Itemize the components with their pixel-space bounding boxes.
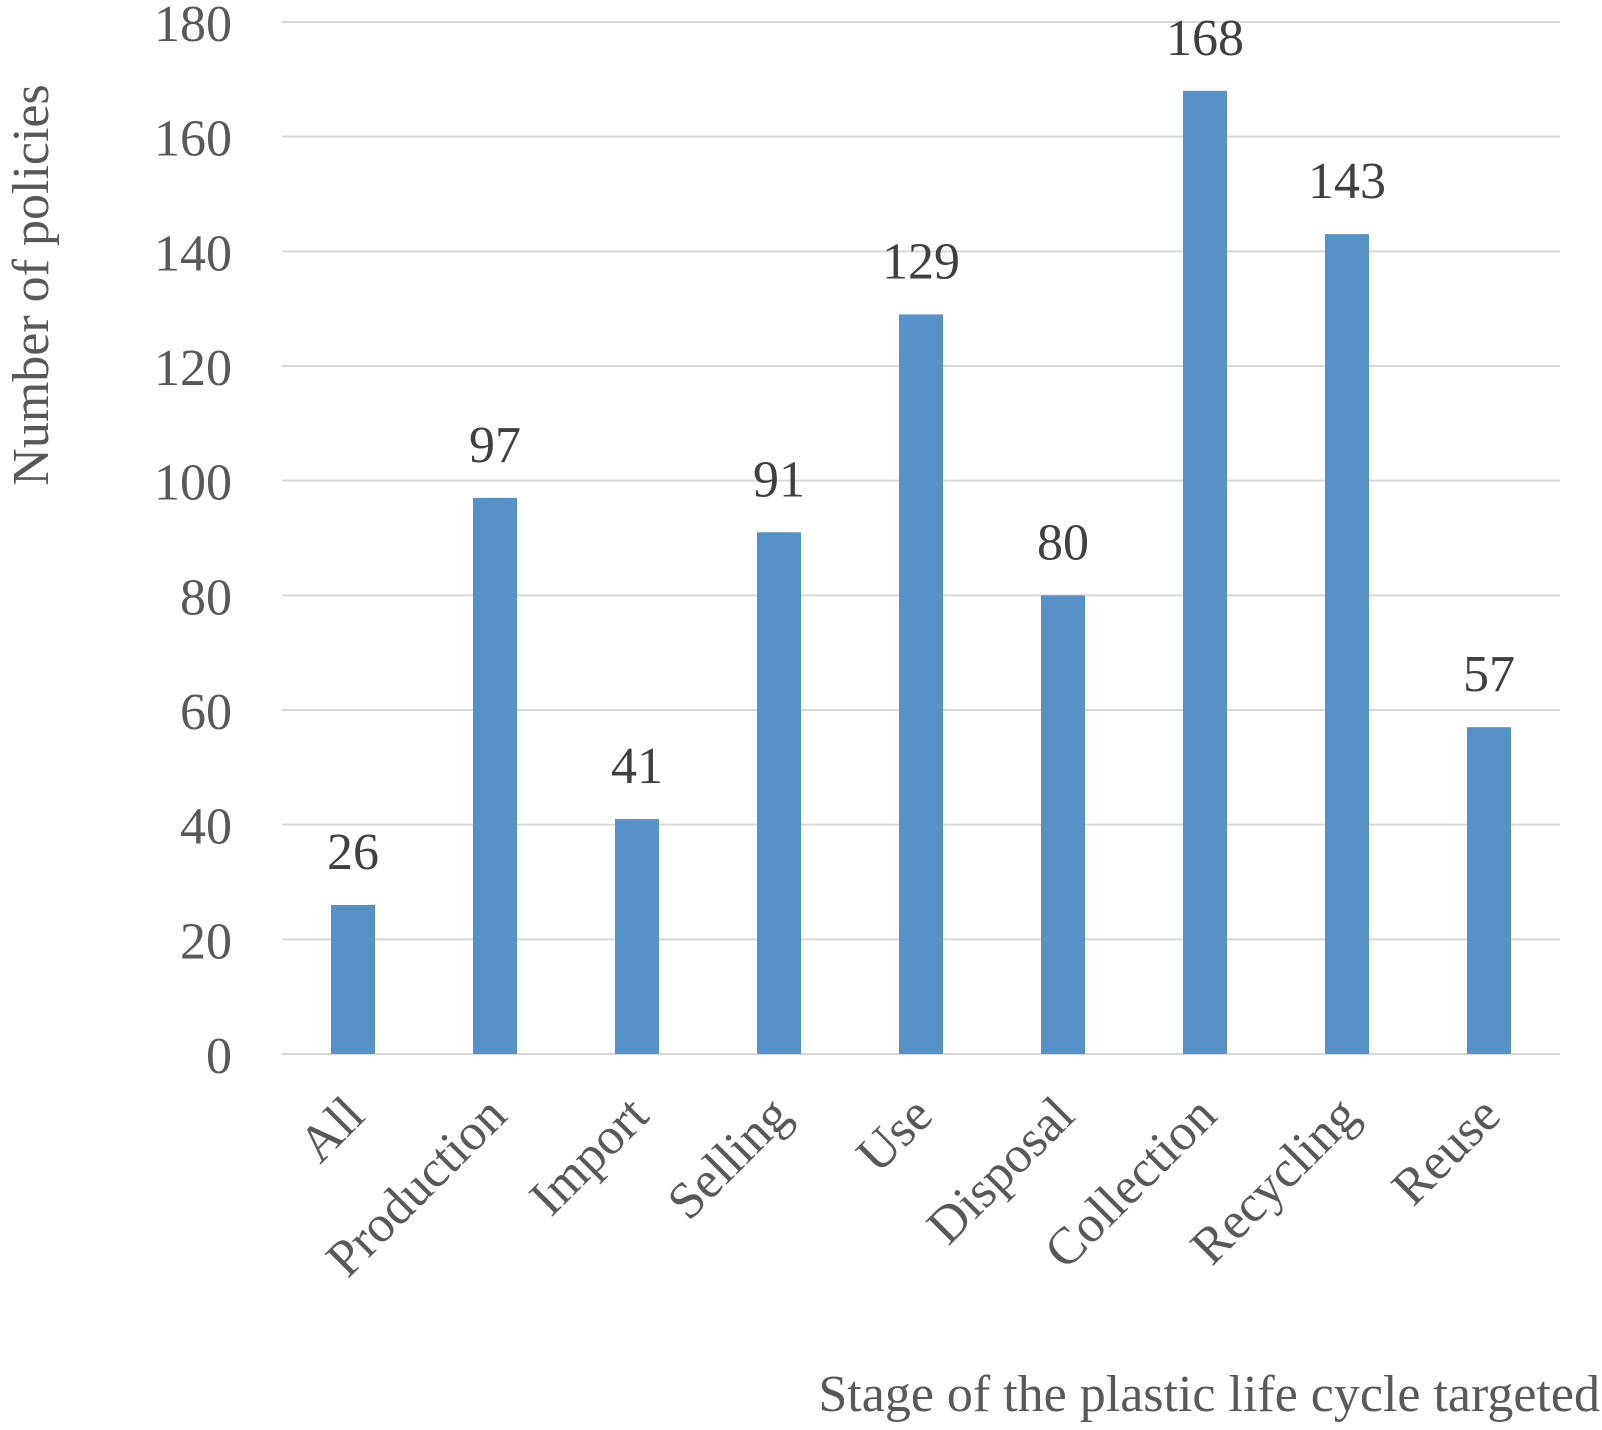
bar-reuse (1467, 727, 1511, 1054)
bar-import (615, 818, 659, 1054)
x-tick-label: Use (846, 1086, 943, 1183)
bars (331, 90, 1511, 1055)
bar-collection (1183, 90, 1227, 1055)
data-label: 168 (1166, 10, 1244, 67)
data-label: 97 (469, 417, 521, 474)
y-tick-label: 40 (180, 799, 232, 856)
data-label: 91 (753, 451, 805, 508)
x-axis-label: Stage of the plastic life cycle targeted (818, 1366, 1600, 1423)
bar-use (899, 314, 943, 1054)
y-tick-label: 120 (154, 340, 232, 397)
data-label: 143 (1308, 153, 1386, 210)
data-label: 26 (327, 824, 379, 881)
y-tick-label: 140 (154, 225, 232, 282)
y-tick-label: 160 (154, 111, 232, 168)
y-tick-label: 20 (180, 913, 232, 970)
bar-recycling (1325, 234, 1369, 1055)
x-tick-label: All (288, 1086, 375, 1173)
x-tick-label: Reuse (1381, 1086, 1511, 1216)
x-tick-label: Import (519, 1086, 660, 1227)
y-tick-label: 0 (206, 1028, 232, 1085)
y-tick-label: 100 (154, 455, 232, 512)
bar-production (473, 497, 517, 1054)
data-label: 57 (1463, 646, 1515, 703)
y-axis-label: Number of policies (3, 84, 60, 485)
y-tick-label: 180 (154, 0, 232, 53)
x-tick-label: Selling (657, 1086, 801, 1230)
y-axis-ticks: 0 20 40 60 80 100 120 140 160 180 (154, 0, 232, 1085)
bar-all (331, 904, 375, 1054)
data-labels: 26 97 41 91 129 80 168 143 57 (327, 10, 1515, 881)
data-label: 80 (1037, 514, 1089, 571)
bar-selling (757, 532, 801, 1054)
y-tick-label: 60 (180, 684, 232, 741)
data-label: 129 (882, 233, 960, 290)
bar-disposal (1041, 595, 1085, 1054)
y-tick-label: 80 (180, 569, 232, 626)
data-label: 41 (611, 738, 663, 795)
